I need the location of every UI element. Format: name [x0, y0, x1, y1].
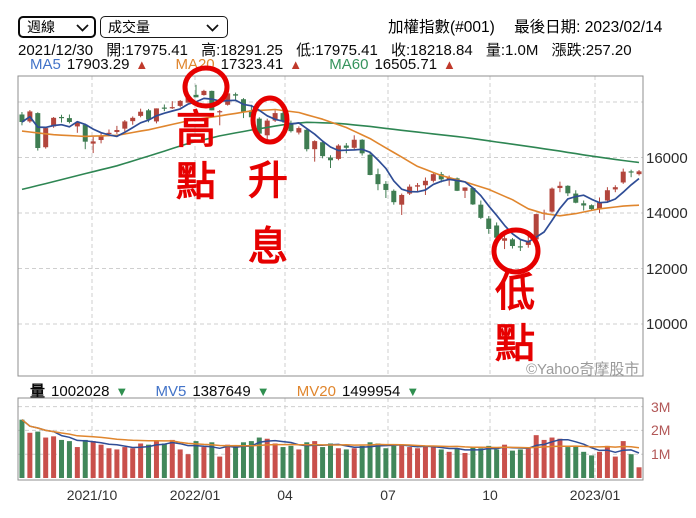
down-arrow-icon: ▼ — [256, 384, 270, 399]
y-axis-label: 10000 — [646, 316, 688, 333]
low-value: 低:17975.41 — [296, 42, 378, 59]
volume-axis-label: 3M — [651, 398, 671, 415]
close-value: 收:18218.84 — [390, 42, 473, 59]
ohlc-info-line: 2021/12/30 開:17975.41 高:18291.25 低:17975… — [18, 39, 641, 60]
mv5-label: MV5 — [155, 383, 187, 400]
down-arrow-icon: ▼ — [406, 384, 420, 399]
chart-header: 加權指數(#001) 最後日期: 2023/02/14 — [388, 15, 662, 37]
up-arrow-icon: ▲ — [289, 57, 303, 72]
annotation-high-point: 高點 — [176, 108, 216, 204]
x-axis-label: 2021/10 — [66, 487, 118, 503]
volume-legend: 量 1002028 ▼ MV5 1387649 ▼ MV20 1499954 ▼ — [30, 380, 442, 401]
volume-axis-label: 1M — [651, 446, 671, 463]
y-axis-label: 14000 — [646, 205, 688, 222]
cursor-date: 2021/12/30 — [18, 42, 94, 59]
volume-axis-label: 2M — [651, 422, 671, 439]
last-date-label: 最後日期: 2023/02/14 — [514, 19, 663, 36]
change-value: 漲跌:257.20 — [551, 42, 632, 59]
index-title: 加權指數(#001) — [388, 19, 495, 36]
up-arrow-icon: ▲ — [135, 57, 149, 72]
ma60-value: 16505.71 — [374, 56, 438, 73]
ma60-label: MA60 — [329, 56, 369, 73]
y-axis-label: 16000 — [646, 149, 688, 167]
mv20-legend-item: MV20 1499954 ▼ — [297, 383, 419, 400]
ma5-value: 17903.29 — [66, 56, 130, 73]
volume-legend-item: 量 1002028 ▼ — [30, 383, 128, 400]
down-arrow-icon: ▼ — [115, 384, 129, 399]
ma60-legend-item: MA60 16505.71 ▲ — [329, 56, 456, 73]
open-value: 開:17975.41 — [106, 42, 188, 59]
x-axis-label: 07 — [380, 487, 396, 503]
period-select[interactable]: 週線 — [18, 16, 96, 38]
mv5-legend-item: MV5 1387649 ▼ — [155, 383, 269, 400]
ma20-value: 17323.41 — [220, 56, 284, 73]
ma5-label: MA5 — [30, 56, 61, 73]
ma5-legend-item: MA5 17903.29 ▲ — [30, 56, 148, 73]
watermark: ©Yahoo奇摩股市 — [526, 361, 640, 378]
x-axis-label: 04 — [277, 487, 293, 503]
volume-label: 量 — [30, 383, 46, 400]
ma-legend: MA5 17903.29 ▲ MA20 17323.41 ▲ MA60 16505.71 ▲ — [30, 56, 479, 73]
annotation-rate-hike: 升息 — [248, 159, 288, 269]
x-axis-label: 2023/01 — [569, 487, 621, 503]
up-arrow-icon: ▲ — [443, 57, 456, 72]
mv5-value: 1387649 — [192, 383, 251, 400]
mv20-label: MV20 — [296, 383, 336, 400]
indicator-select[interactable]: 成交量 — [100, 16, 228, 38]
mv20-value: 1499954 — [341, 383, 401, 400]
x-axis-label: 2022/01 — [169, 487, 221, 503]
y-axis-label: 12000 — [646, 260, 688, 278]
x-axis-label: 10 — [482, 487, 498, 503]
volume-value: 量:1.0M — [485, 42, 539, 59]
volume-bar-value: 1002028 — [51, 383, 110, 400]
annotation-low-point: 低點 — [495, 271, 535, 366]
high-value: 高:18291.25 — [201, 42, 283, 59]
